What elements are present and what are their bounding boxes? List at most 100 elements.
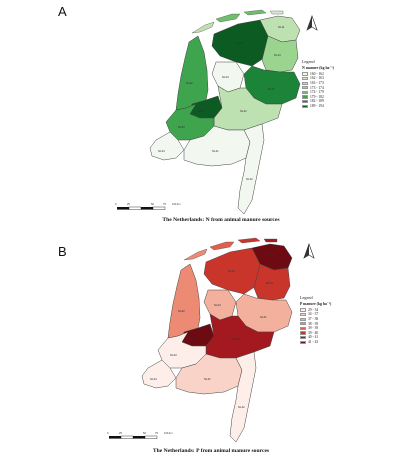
wadden-island (263, 238, 278, 243)
svg-text:NL32: NL32 (178, 309, 185, 313)
province-limburg (237, 123, 265, 215)
legend-swatch (300, 326, 306, 331)
scale-label: 100 km (172, 202, 181, 206)
legend-item: 29 - 34 (300, 308, 380, 313)
legend-item: 40 - 41 (300, 335, 380, 340)
province-limburg (229, 351, 257, 443)
legend-unit: N manure (kg ha⁻¹) (302, 65, 334, 70)
province-noord-holland (167, 263, 201, 339)
legend-swatch (300, 340, 306, 344)
legend-label: 37 - 38 (308, 316, 319, 321)
legend-item: 162 - 163 (302, 76, 382, 81)
legend-item: 39 - 40 (300, 331, 380, 336)
province-zeeland (149, 131, 185, 161)
scale-label: 25 (127, 202, 130, 206)
province-noord-holland (175, 35, 209, 111)
svg-text:NL41: NL41 (212, 149, 219, 153)
legend-label: 38 - 39 (308, 321, 319, 326)
legend-swatch (300, 331, 306, 335)
legend-b: Legend P manure (kg ha⁻¹) 29 - 34 34 - 37… (300, 295, 380, 345)
legend-swatch (302, 90, 308, 95)
svg-text:NL11: NL11 (268, 253, 275, 257)
legend-item: 163 - 173 (302, 81, 382, 86)
legend-label: 29 - 34 (308, 307, 319, 312)
legend-swatch (300, 322, 306, 326)
svg-text:NL13: NL13 (266, 281, 273, 285)
svg-text:NL12: NL12 (228, 269, 235, 273)
legend-item: 160 - 162 (302, 72, 382, 77)
legend-swatch (302, 77, 308, 81)
wadden-island (191, 21, 215, 34)
legend-swatch (302, 86, 308, 90)
legend-swatch (302, 104, 308, 108)
panel-a-letter: A (58, 4, 67, 19)
legend-swatch (300, 308, 306, 312)
legend-label: 182 - 189 (310, 99, 324, 104)
legend-item: 38 - 39 (300, 322, 380, 327)
legend-label: 162 - 163 (310, 76, 324, 81)
legend-label: 174 - 179 (310, 90, 324, 95)
legend-item: 189 - 194 (302, 104, 382, 109)
svg-text:NL42: NL42 (246, 177, 253, 181)
legend-label: 179 - 182 (310, 94, 324, 99)
panel-b-map: NL12 NL11 NL13 NL32 NL23 NL21 NL31 NL22 … (107, 237, 315, 443)
svg-text:NL34: NL34 (150, 377, 157, 381)
scale-bar: 0 25 50 75 100 km (115, 202, 181, 210)
scale-label: 0 (115, 202, 117, 206)
legend-item: 39 - 39 (300, 326, 380, 331)
caption-a: The Netherlands: N from animal manure so… (162, 217, 280, 223)
wadden-island (183, 248, 208, 261)
scale-label: 100 km (164, 431, 173, 435)
wadden-island (237, 237, 261, 244)
scale-label: 75 (163, 202, 166, 206)
scale-label: 50 (143, 431, 146, 435)
province-drenthe (253, 263, 291, 301)
legend-swatch (302, 81, 308, 85)
legend-swatch (302, 100, 308, 104)
svg-text:NL33: NL33 (170, 353, 177, 357)
province-zeeland (141, 359, 177, 389)
province-drenthe (261, 35, 299, 73)
legend-label: 39 - 39 (308, 326, 319, 331)
svg-text:NL21: NL21 (268, 87, 275, 91)
caption-b: The Netherlands: P from animal manure so… (152, 448, 270, 454)
wadden-island (269, 10, 284, 15)
svg-text:NL31: NL31 (198, 109, 205, 113)
legend-swatch (302, 72, 308, 76)
legend-label: 173 - 174 (310, 85, 324, 90)
svg-text:NL22: NL22 (240, 109, 247, 113)
legend-swatch (302, 95, 308, 99)
legend-item: 37 - 38 (300, 317, 380, 322)
legend-item: 41 - 43 (300, 340, 380, 345)
scale-label: 75 (155, 431, 158, 435)
panel-a-map: NL12 NL11 NL13 NL32 NL23 NL21 NL31 NL22 … (115, 9, 318, 215)
wadden-island (243, 9, 267, 16)
legend-item: 182 - 189 (302, 99, 382, 104)
legend-label: 40 - 41 (308, 335, 319, 340)
svg-text:NL23: NL23 (214, 303, 221, 307)
scale-bar: 0 25 50 75 100 km (107, 431, 173, 439)
scale-label: 0 (107, 431, 109, 435)
svg-text:NL21: NL21 (260, 315, 267, 319)
legend-swatch (300, 313, 306, 317)
north-arrow-icon (303, 242, 315, 259)
legend-label: 34 - 37 (308, 312, 319, 317)
legend-unit: P manure (kg ha⁻¹) (300, 301, 332, 306)
legend-item: 179 - 182 (302, 95, 382, 100)
svg-text:NL23: NL23 (222, 75, 229, 79)
svg-text:NL12: NL12 (236, 41, 243, 45)
legend-label: 39 - 40 (308, 330, 319, 335)
north-arrow-icon (306, 14, 318, 31)
svg-text:NL22: NL22 (232, 337, 239, 341)
svg-text:NL41: NL41 (204, 377, 211, 381)
svg-text:NL13: NL13 (274, 53, 281, 57)
legend-item: 174 - 179 (302, 90, 382, 95)
scale-label: 25 (119, 431, 122, 435)
legend-label: 189 - 194 (310, 103, 324, 108)
svg-text:NL31: NL31 (190, 337, 197, 341)
legend-title: Legend (302, 59, 315, 64)
province-friesland (203, 247, 261, 295)
legend-title: Legend (300, 295, 313, 300)
legend-item: 173 - 174 (302, 86, 382, 91)
